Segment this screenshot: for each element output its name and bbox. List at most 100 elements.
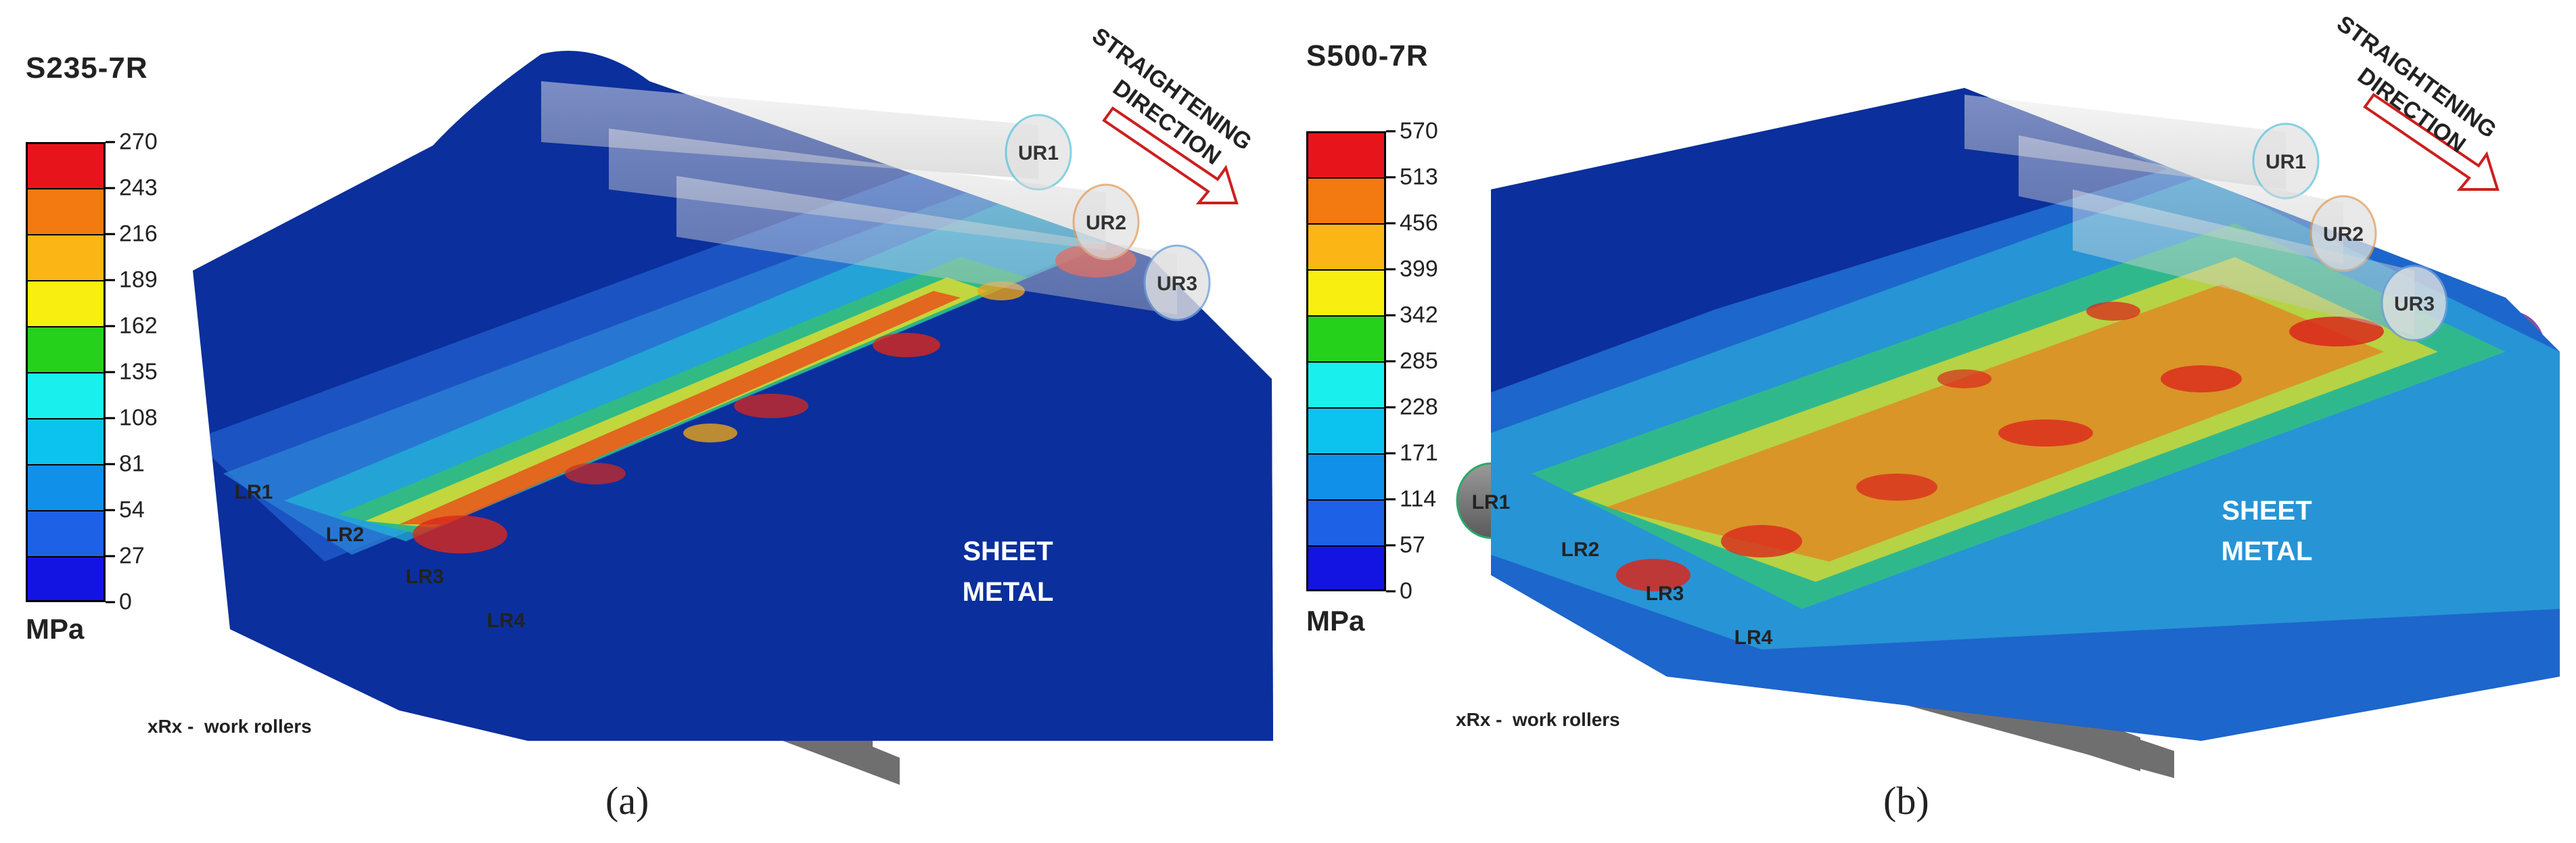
upper-rollers-b <box>1964 95 2448 342</box>
colorbar-tick-label: 27 <box>119 543 145 569</box>
colorbar-tick-mark <box>106 371 115 373</box>
colorbar-tick-mark <box>1386 268 1396 271</box>
colorbar-band <box>1306 315 1386 361</box>
unit-label-a: MPa <box>26 613 85 645</box>
roller-label-ur3-b: UR3 <box>2394 293 2435 315</box>
colorbar-band <box>26 510 106 556</box>
roller-label-lr4-b: LR4 <box>1734 626 1773 649</box>
colorbar-tick-label: 285 <box>1400 348 1438 374</box>
material-title-b: S500-7R <box>1306 39 1429 72</box>
colorbar-tick-label: 189 <box>119 267 158 293</box>
colorbar-tick-mark <box>106 187 115 189</box>
colorbar-tick-label: 342 <box>1400 302 1438 328</box>
colorbar-tick-label: 54 <box>119 497 145 523</box>
colorbar-band <box>1306 361 1386 407</box>
roller-legend-note-a: xRx - work rollers <box>147 716 312 737</box>
colorbar-tick-label: 114 <box>1400 486 1437 512</box>
stress-colorbar-a <box>26 142 106 602</box>
sheet-label-line2-a: METAL <box>963 577 1054 607</box>
colorbar-band <box>1306 499 1386 545</box>
colorbar-tick-mark <box>1386 314 1396 317</box>
colorbar-band <box>26 556 106 602</box>
stress-contour-figure-a: UR1 UR2 UR3 LR1 LR2 LR3 LR4 SHEET METAL … <box>193 23 1273 785</box>
colorbar-tick-mark <box>1386 360 1396 363</box>
colorbar-tick-mark <box>1386 590 1396 593</box>
roller-label-ur1-a: UR1 <box>1018 142 1059 164</box>
colorbar-band <box>1306 269 1386 315</box>
unit-label-b: MPa <box>1306 605 1365 637</box>
colorbar-tick-label: 243 <box>119 175 158 201</box>
colorbar-tick-label: 0 <box>1400 578 1412 604</box>
colorbar-frame <box>26 142 106 602</box>
colorbar-tick-label: 0 <box>119 589 132 615</box>
colorbar-band <box>1306 545 1386 591</box>
sheet-label-line1-a: SHEET <box>963 537 1053 566</box>
colorbar-tick-label: 513 <box>1400 164 1438 190</box>
colorbar-tick-label: 270 <box>119 129 158 155</box>
roller-label-ur2-b: UR2 <box>2323 223 2364 246</box>
colorbar-tick-mark <box>106 141 115 143</box>
material-title-a: S235-7R <box>26 51 148 85</box>
colorbar-band <box>1306 223 1386 269</box>
colorbar-band <box>26 326 106 372</box>
colorbar-tick-label: 216 <box>119 221 158 247</box>
colorbar-band <box>1306 177 1386 223</box>
colorbar-tick-label: 570 <box>1400 118 1438 144</box>
direction-arrow-b <box>2363 93 2500 191</box>
colorbar-tick-label: 456 <box>1400 210 1438 236</box>
upper-rollers-a <box>541 81 1211 321</box>
roller-label-lr4-a: LR4 <box>487 610 526 632</box>
stress-colorbar-b <box>1306 131 1386 591</box>
colorbar-tick-mark <box>106 325 115 327</box>
roller-label-ur2-a: UR2 <box>1086 212 1126 234</box>
colorbar-frame <box>1306 131 1386 591</box>
colorbar-band <box>26 188 106 234</box>
roller-label-lr1-b: LR1 <box>1472 491 1511 514</box>
colorbar-tick-label: 57 <box>1400 532 1425 558</box>
colorbar-band <box>1306 407 1386 453</box>
colorbar-band <box>26 418 106 464</box>
sheet-label-line1-b: SHEET <box>2222 496 2312 526</box>
colorbar-tick-label: 399 <box>1400 256 1438 282</box>
colorbar-tick-mark <box>1386 406 1396 409</box>
colorbar-tick-label: 135 <box>119 359 158 385</box>
colorbar-tick-mark <box>1386 176 1396 179</box>
colorbar-tick-mark <box>106 279 115 281</box>
colorbar-tick-mark <box>106 417 115 419</box>
colorbar-band <box>26 280 106 326</box>
colorbar-band <box>26 372 106 418</box>
colorbar-tick-label: 162 <box>119 313 158 339</box>
colorbar-tick-mark <box>1386 452 1396 455</box>
colorbar-tick-label: 108 <box>119 405 158 431</box>
roller-label-ur1-b: UR1 <box>2266 151 2306 173</box>
colorbar-tick-mark <box>106 463 115 465</box>
direction-arrow-a <box>1102 106 1239 204</box>
roller-label-lr3-b: LR3 <box>1646 583 1684 605</box>
colorbar-tick-mark <box>106 233 115 235</box>
stress-contour-figure-b: UR1 UR2 UR3 LR1 LR2 LR3 LR4 SHEET METAL … <box>1456 11 2560 778</box>
colorbar-tick-label: 171 <box>1400 440 1438 466</box>
roller-label-lr2-a: LR2 <box>326 524 365 546</box>
colorbar-tick-mark <box>106 509 115 511</box>
panel-b: UR1 UR2 UR3 LR1 LR2 LR3 LR4 SHEET METAL … <box>1288 0 2576 843</box>
roller-label-lr2-b: LR2 <box>1561 539 1600 561</box>
panel-caption-a: (a) <box>605 779 649 823</box>
panel-a: UR1 UR2 UR3 LR1 LR2 LR3 LR4 SHEET METAL … <box>26 23 1273 823</box>
roller-legend-note-b: xRx - work rollers <box>1456 709 1620 730</box>
colorbar-tick-mark <box>106 555 115 557</box>
sheet-label-line2-b: METAL <box>2222 537 2313 566</box>
colorbar-band <box>1306 453 1386 499</box>
colorbar-tick-mark <box>106 601 115 603</box>
colorbar-band <box>26 464 106 510</box>
colorbar-tick-label: 81 <box>119 451 145 477</box>
colorbar-tick-mark <box>1386 130 1396 133</box>
panel-caption-b: (b) <box>1883 779 1929 823</box>
colorbar-band <box>26 234 106 280</box>
colorbar-tick-mark <box>1386 544 1396 547</box>
colorbar-tick-label: 228 <box>1400 394 1438 420</box>
colorbar-tick-mark <box>1386 222 1396 225</box>
roller-label-ur3-a: UR3 <box>1157 273 1197 295</box>
roller-label-lr3-a: LR3 <box>406 566 444 588</box>
colorbar-tick-mark <box>1386 498 1396 501</box>
roller-label-lr1-a: LR1 <box>235 481 273 503</box>
